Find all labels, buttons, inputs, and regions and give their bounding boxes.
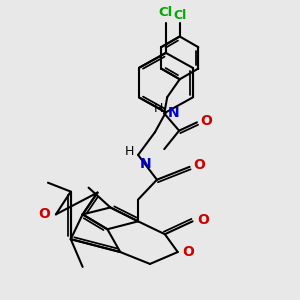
Text: H: H	[154, 102, 164, 115]
Text: Cl: Cl	[159, 6, 173, 19]
Text: O: O	[193, 158, 205, 172]
Text: N: N	[140, 157, 151, 171]
Text: O: O	[197, 213, 209, 227]
Text: O: O	[182, 245, 194, 259]
Text: N: N	[168, 106, 179, 119]
Text: Cl: Cl	[173, 9, 186, 22]
Text: H: H	[125, 146, 134, 158]
Text: O: O	[200, 114, 212, 128]
Text: O: O	[39, 207, 50, 221]
